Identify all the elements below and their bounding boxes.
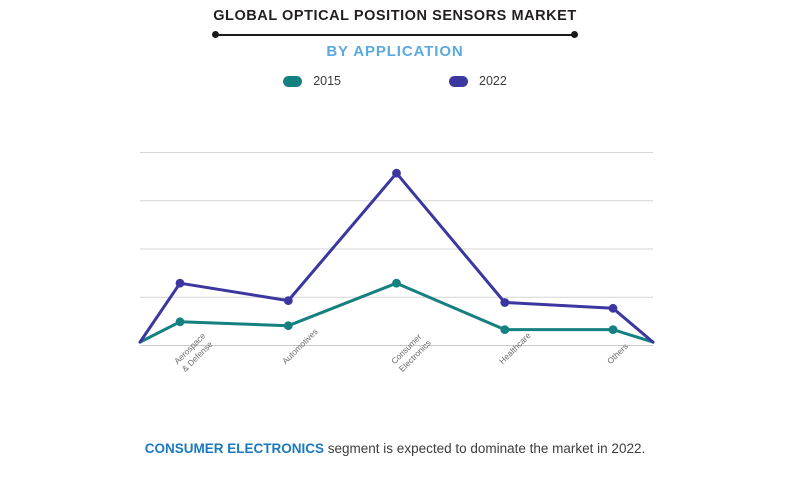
- data-point-2015-healthcare[interactable]: [500, 325, 510, 334]
- grid-lines: [140, 152, 653, 346]
- divider-dot-left: [212, 31, 219, 38]
- x-axis-label-line: Automotives: [280, 326, 320, 367]
- series-layer: [138, 168, 655, 344]
- footer-caption: CONSUMER ELECTRONICS segment is expected…: [0, 441, 790, 456]
- legend-item-2015[interactable]: 2015: [283, 74, 341, 88]
- x-axis-label-automotives: Automotives: [280, 326, 320, 366]
- footer-highlight: CONSUMER ELECTRONICS: [144, 441, 325, 456]
- data-point-2015-consumer-electronics[interactable]: [392, 278, 401, 288]
- legend-swatch-2015: [283, 75, 303, 87]
- legend-label-2015: 2015: [313, 74, 341, 88]
- x-axis-label-others: Others: [605, 341, 630, 366]
- legend-label-2022: 2022: [479, 74, 507, 88]
- series-line-2022: [138, 171, 655, 344]
- page-title: GLOBAL OPTICAL POSITION SENSORS MARKET: [213, 8, 577, 24]
- divider-dot-right: [571, 31, 578, 38]
- x-axis-labels: Aerospace & Defense Automotives Consumer Ele…: [0, 326, 790, 430]
- data-point-2015-aerospace-&-defense[interactable]: [175, 317, 185, 327]
- page-subtitle: BY APPLICATION: [326, 43, 464, 60]
- chart-header: GLOBAL OPTICAL POSITION SENSORS MARKET B…: [0, 6, 790, 60]
- legend-item-2022[interactable]: 2022: [449, 74, 507, 88]
- data-point-2015-automotives[interactable]: [283, 321, 293, 331]
- x-axis-label-aerospace-&-defense: Aerospace & Defense: [172, 331, 215, 374]
- x-axis-label-line: Others: [605, 341, 630, 367]
- data-point-2022-consumer-electronics[interactable]: [392, 168, 401, 178]
- divider-bar: [216, 34, 574, 36]
- data-point-2022-aerospace-&-defense[interactable]: [175, 278, 185, 288]
- data-point-2022-others[interactable]: [608, 303, 618, 313]
- x-axis-label-consumer-electronics: Consumer Electronics: [389, 330, 433, 374]
- x-axis-label-healthcare: Healthcare: [497, 330, 533, 366]
- data-point-2022-automotives[interactable]: [283, 296, 293, 305]
- footer-text: segment is expected to dominate the mark…: [324, 441, 646, 456]
- x-axis-label-line: Healthcare: [496, 330, 533, 367]
- data-point-2015-others[interactable]: [608, 325, 618, 334]
- title-divider: [212, 30, 578, 40]
- chart-legend: 2015 2022: [0, 74, 790, 88]
- data-point-2022-healthcare[interactable]: [500, 298, 510, 307]
- series-line-2015: [138, 281, 655, 344]
- legend-swatch-2022: [449, 75, 468, 87]
